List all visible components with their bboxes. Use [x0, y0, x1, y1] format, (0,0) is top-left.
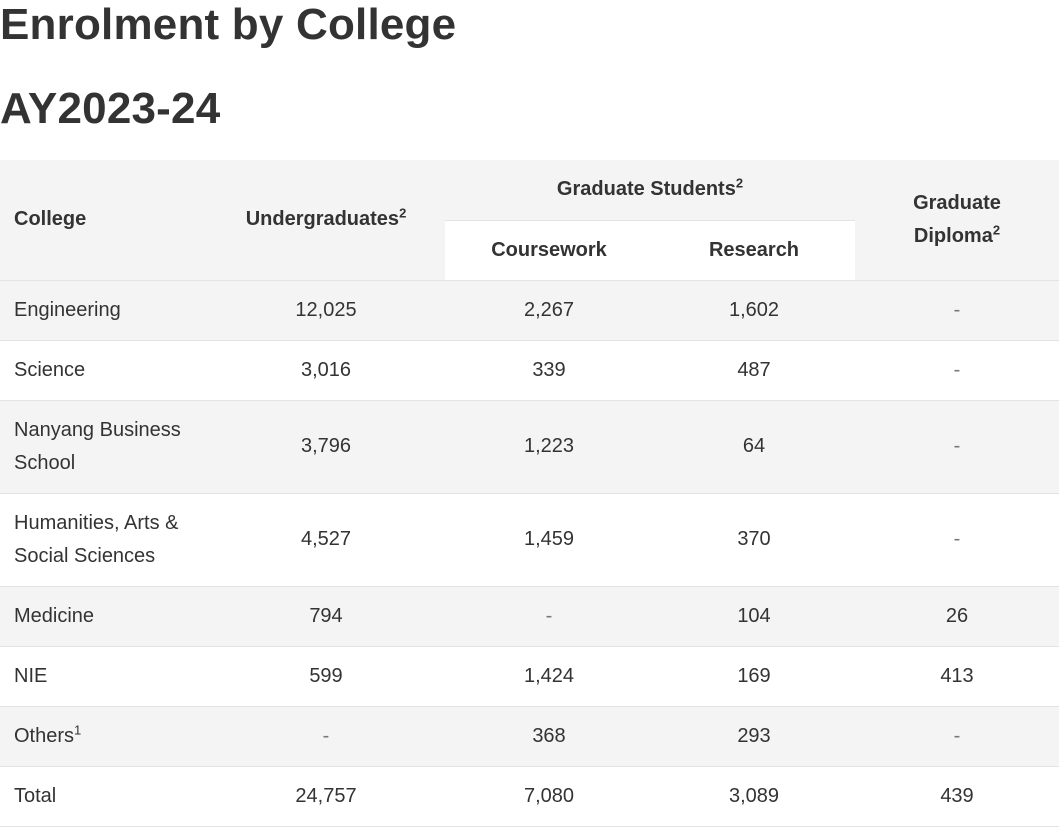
- header-graduate-students: Graduate Students2: [445, 160, 855, 221]
- research-value: 370: [653, 493, 855, 587]
- graduate-diploma-value: -: [855, 340, 1059, 401]
- college-name: Engineering: [0, 280, 207, 341]
- coursework-value: 1,459: [445, 493, 653, 587]
- coursework-value: 7,080: [445, 766, 653, 827]
- header-coursework: Coursework: [445, 219, 653, 281]
- header-research: Research: [653, 219, 855, 281]
- table-row: Nanyang Business School 3,796 1,223 64 -: [0, 400, 1059, 494]
- table-row: Engineering 12,025 2,267 1,602 -: [0, 280, 1059, 341]
- footnote-marker: 1: [74, 721, 82, 737]
- coursework-value: 339: [445, 340, 653, 401]
- footnote-marker: 2: [735, 175, 744, 191]
- undergraduates-value: 4,527: [207, 493, 445, 587]
- footnote-marker: 2: [992, 222, 1001, 238]
- footnote-marker: 2: [399, 205, 407, 221]
- research-value: 293: [653, 706, 855, 767]
- graduate-diploma-value: -: [855, 280, 1059, 341]
- table-row: Others1 - 368 293 -: [0, 706, 1059, 767]
- research-value: 169: [653, 646, 855, 707]
- table-row: Medicine 794 - 104 26: [0, 586, 1059, 647]
- research-value: 104: [653, 586, 855, 647]
- coursework-value: 368: [445, 706, 653, 767]
- college-name: Science: [0, 340, 207, 401]
- research-value: 487: [653, 340, 855, 401]
- undergraduates-value: 24,757: [207, 766, 445, 827]
- graduate-diploma-value: 26: [855, 586, 1059, 647]
- graduate-diploma-value: 413: [855, 646, 1059, 707]
- page-title: Enrolment by College: [0, 0, 457, 49]
- college-name: Humanities, Arts & Social Sciences: [0, 493, 207, 587]
- college-name: Total: [0, 766, 207, 827]
- research-value: 1,602: [653, 280, 855, 341]
- college-name: Nanyang Business School: [0, 400, 207, 494]
- table-row: Humanities, Arts & Social Sciences 4,527 …: [0, 493, 1059, 587]
- college-name: NIE: [0, 646, 207, 707]
- header-graduate-diploma: Graduate Diploma2: [855, 160, 1059, 281]
- graduate-diploma-value: -: [855, 493, 1059, 587]
- header-college: College: [0, 160, 207, 281]
- undergraduates-value: 3,016: [207, 340, 445, 401]
- research-value: 64: [653, 400, 855, 494]
- graduate-diploma-value: -: [855, 400, 1059, 494]
- research-value: 3,089: [653, 766, 855, 827]
- undergraduates-value: 12,025: [207, 280, 445, 341]
- table-row: NIE 599 1,424 169 413: [0, 646, 1059, 707]
- undergraduates-value: 3,796: [207, 400, 445, 494]
- graduate-diploma-value: 439: [855, 766, 1059, 827]
- graduate-diploma-value: -: [855, 706, 1059, 767]
- coursework-value: 1,424: [445, 646, 653, 707]
- undergraduates-value: -: [207, 706, 445, 767]
- table-row: Science 3,016 339 487 -: [0, 340, 1059, 401]
- coursework-value: 2,267: [445, 280, 653, 341]
- header-undergraduates: Undergraduates2: [207, 160, 445, 281]
- undergraduates-value: 794: [207, 586, 445, 647]
- page-subtitle-year: AY2023-24: [0, 84, 221, 133]
- enrolment-table: College Undergraduates2 Graduate Student…: [0, 160, 1059, 827]
- college-name: Others1: [0, 706, 207, 767]
- coursework-value: -: [445, 586, 653, 647]
- table-row-total: Total 24,757 7,080 3,089 439: [0, 766, 1059, 827]
- coursework-value: 1,223: [445, 400, 653, 494]
- college-name: Medicine: [0, 586, 207, 647]
- undergraduates-value: 599: [207, 646, 445, 707]
